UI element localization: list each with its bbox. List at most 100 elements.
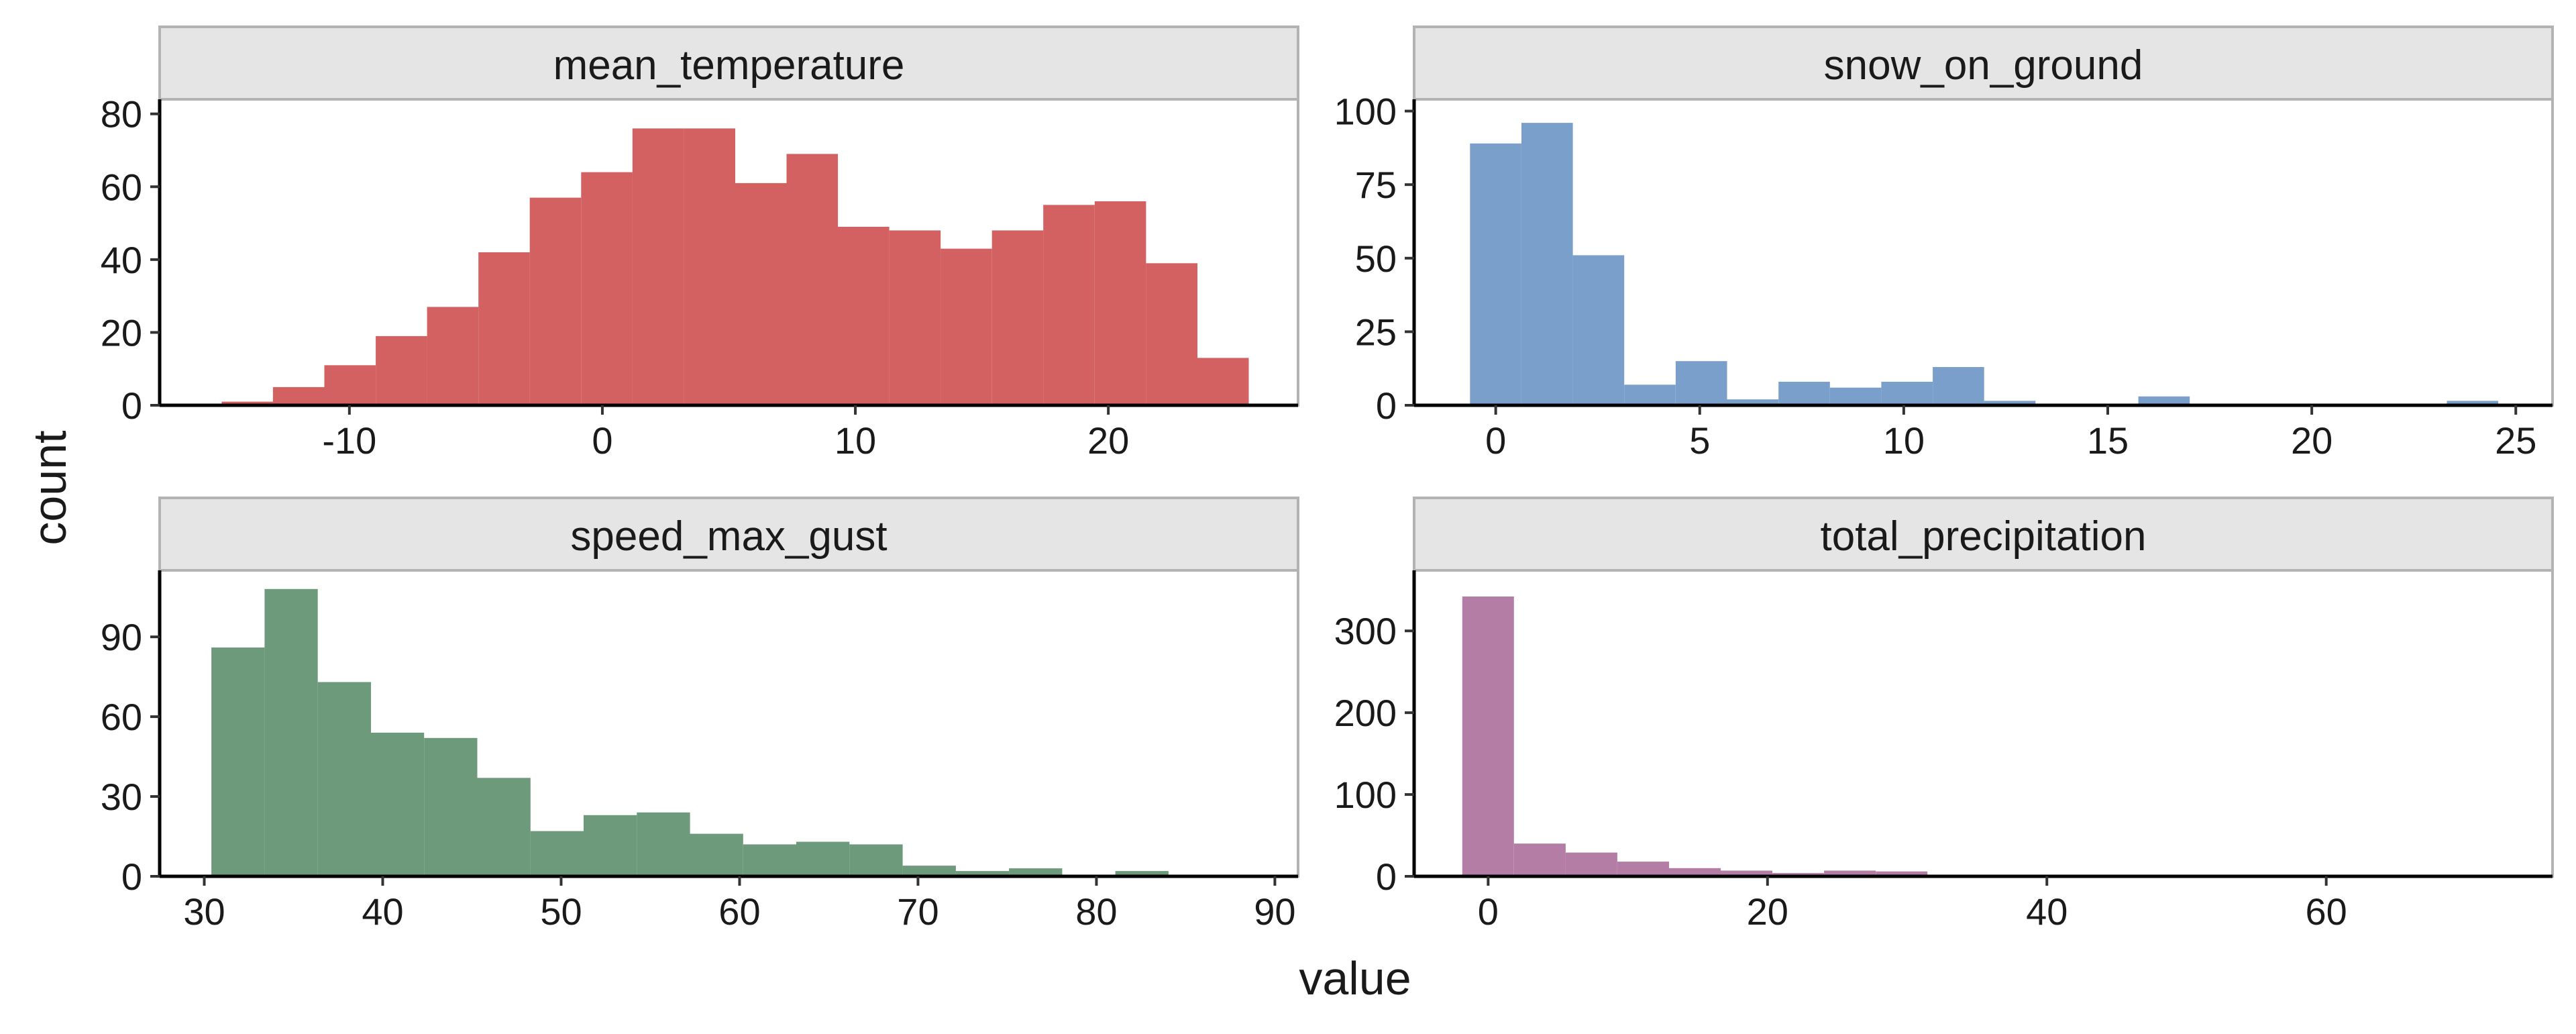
bars-mean-temperature bbox=[221, 128, 1249, 405]
bar-speed-max-gust-11 bbox=[796, 841, 850, 876]
bar-total-precipitation-2 bbox=[1565, 852, 1617, 876]
bar-mean-temperature-18 bbox=[1146, 263, 1197, 405]
y-tick-label-total-precipitation: 0 bbox=[1376, 856, 1397, 898]
bar-snow-on-ground-4 bbox=[1675, 361, 1727, 405]
bar-snow-on-ground-0 bbox=[1470, 143, 1521, 406]
panel-total-precipitation: total_precipitation 0 20 40 60 0 100 200 300 bbox=[1334, 497, 2554, 933]
bar-mean-temperature-7 bbox=[581, 172, 633, 405]
axes-speed-max-gust: 30 40 50 60 70 80 90 0 30 60 90 bbox=[101, 570, 1298, 933]
bar-mean-temperature-1 bbox=[272, 386, 325, 405]
x-tick-label-snow-on-ground: 15 bbox=[2087, 419, 2129, 462]
bar-mean-temperature-3 bbox=[376, 335, 427, 405]
bar-total-precipitation-1 bbox=[1513, 843, 1566, 876]
bar-speed-max-gust-8 bbox=[637, 812, 690, 876]
y-tick-label-snow-on-ground: 50 bbox=[1355, 238, 1397, 280]
bar-mean-temperature-2 bbox=[324, 365, 376, 405]
bar-mean-temperature-14 bbox=[941, 248, 992, 405]
bar-speed-max-gust-14 bbox=[955, 871, 1010, 876]
bar-mean-temperature-9 bbox=[684, 128, 735, 405]
y-axis-title: count bbox=[23, 430, 76, 545]
y-tick-label-speed-max-gust: 30 bbox=[101, 776, 142, 818]
plot-area-total-precipitation bbox=[1413, 569, 2554, 878]
bar-speed-max-gust-17 bbox=[1115, 871, 1169, 876]
strip-mean-temperature bbox=[158, 25, 1299, 101]
strip-total-precipitation bbox=[1413, 497, 2554, 572]
bar-mean-temperature-5 bbox=[478, 252, 530, 405]
y-tick-label-mean-temperature: 20 bbox=[101, 311, 142, 354]
bar-mean-temperature-17 bbox=[1094, 201, 1146, 405]
bar-speed-max-gust-10 bbox=[743, 844, 797, 876]
bar-speed-max-gust-4 bbox=[424, 737, 478, 876]
bar-mean-temperature-16 bbox=[1043, 205, 1095, 405]
x-tick-label-speed-max-gust: 70 bbox=[897, 890, 938, 933]
bar-mean-temperature-13 bbox=[889, 230, 941, 405]
panel-snow-on-ground: snow_on_ground 0 5 10 15 20 25 0 25 50 75 100 bbox=[1334, 25, 2554, 462]
y-tick-label-snow-on-ground: 25 bbox=[1355, 311, 1397, 353]
bars-snow-on-ground bbox=[1470, 123, 2499, 406]
x-tick-label-speed-max-gust: 50 bbox=[540, 890, 582, 933]
axes-total-precipitation: 0 20 40 60 0 100 200 300 bbox=[1334, 570, 2553, 933]
bar-total-precipitation-4 bbox=[1669, 868, 1721, 876]
bar-snow-on-ground-19 bbox=[2447, 401, 2499, 405]
bars-speed-max-gust bbox=[211, 588, 1275, 876]
bar-total-precipitation-3 bbox=[1617, 862, 1669, 876]
bar-speed-max-gust-1 bbox=[264, 588, 318, 876]
bar-snow-on-ground-13 bbox=[2138, 396, 2190, 405]
x-axis-title: value bbox=[1299, 952, 1411, 1004]
x-tick-label-snow-on-ground: 25 bbox=[2495, 419, 2536, 462]
panel-speed-max-gust: speed_max_gust 30 40 50 60 70 80 90 0 30 60 90 bbox=[101, 497, 1299, 933]
y-tick-label-snow-on-ground: 100 bbox=[1334, 91, 1397, 133]
bar-mean-temperature-6 bbox=[529, 197, 582, 405]
x-tick-label-mean-temperature: -10 bbox=[322, 419, 376, 462]
bar-speed-max-gust-9 bbox=[690, 833, 743, 876]
y-tick-label-mean-temperature: 60 bbox=[101, 166, 142, 208]
y-tick-label-snow-on-ground: 75 bbox=[1355, 164, 1397, 206]
x-tick-label-speed-max-gust: 60 bbox=[718, 890, 760, 933]
bar-speed-max-gust-12 bbox=[849, 844, 903, 876]
y-tick-label-mean-temperature: 0 bbox=[121, 384, 142, 427]
bar-mean-temperature-10 bbox=[735, 183, 787, 405]
bar-snow-on-ground-6 bbox=[1778, 381, 1830, 405]
bar-total-precipitation-5 bbox=[1721, 870, 1772, 876]
x-tick-label-snow-on-ground: 5 bbox=[1689, 419, 1710, 462]
y-tick-label-total-precipitation: 300 bbox=[1334, 610, 1397, 652]
y-tick-label-mean-temperature: 40 bbox=[101, 239, 142, 281]
bar-mean-temperature-8 bbox=[632, 128, 684, 405]
x-tick-label-speed-max-gust: 80 bbox=[1075, 890, 1117, 933]
bar-snow-on-ground-10 bbox=[1984, 401, 2036, 405]
bar-total-precipitation-7 bbox=[1824, 870, 1876, 876]
bar-speed-max-gust-15 bbox=[1009, 868, 1063, 876]
strip-title-speed-max-gust: speed_max_gust bbox=[570, 513, 887, 560]
y-tick-label-total-precipitation: 100 bbox=[1334, 774, 1397, 816]
x-tick-label-mean-temperature: 10 bbox=[835, 419, 876, 462]
x-tick-label-speed-max-gust: 30 bbox=[183, 890, 225, 933]
x-tick-label-snow-on-ground: 20 bbox=[2291, 419, 2332, 462]
bar-speed-max-gust-5 bbox=[477, 778, 531, 876]
bar-snow-on-ground-1 bbox=[1521, 123, 1573, 405]
x-tick-label-speed-max-gust: 40 bbox=[362, 890, 403, 933]
x-tick-label-mean-temperature: 0 bbox=[592, 419, 612, 462]
bar-speed-max-gust-0 bbox=[211, 648, 265, 876]
bar-snow-on-ground-7 bbox=[1829, 387, 1882, 405]
bar-total-precipitation-8 bbox=[1876, 871, 1928, 876]
bar-mean-temperature-15 bbox=[991, 230, 1044, 405]
y-tick-label-total-precipitation: 200 bbox=[1334, 692, 1397, 734]
strip-snow-on-ground bbox=[1413, 25, 2554, 101]
bar-mean-temperature-19 bbox=[1197, 358, 1249, 405]
x-tick-label-total-precipitation: 0 bbox=[1478, 890, 1499, 933]
x-tick-label-total-precipitation: 20 bbox=[1747, 890, 1788, 933]
bar-speed-max-gust-2 bbox=[317, 682, 371, 876]
y-tick-label-snow-on-ground: 0 bbox=[1376, 384, 1397, 427]
x-tick-label-snow-on-ground: 0 bbox=[1485, 419, 1506, 462]
y-tick-label-speed-max-gust: 90 bbox=[101, 616, 142, 658]
bar-snow-on-ground-2 bbox=[1572, 255, 1625, 405]
axes-snow-on-ground: 0 5 10 15 20 25 0 25 50 75 100 bbox=[1334, 91, 2553, 462]
bar-snow-on-ground-9 bbox=[1933, 367, 1984, 405]
bar-speed-max-gust-13 bbox=[902, 866, 956, 876]
bar-mean-temperature-11 bbox=[786, 154, 839, 405]
x-tick-label-total-precipitation: 40 bbox=[2026, 890, 2068, 933]
x-tick-label-mean-temperature: 20 bbox=[1087, 419, 1129, 462]
bar-mean-temperature-4 bbox=[427, 307, 479, 405]
strip-title-snow-on-ground: snow_on_ground bbox=[1824, 42, 2143, 89]
